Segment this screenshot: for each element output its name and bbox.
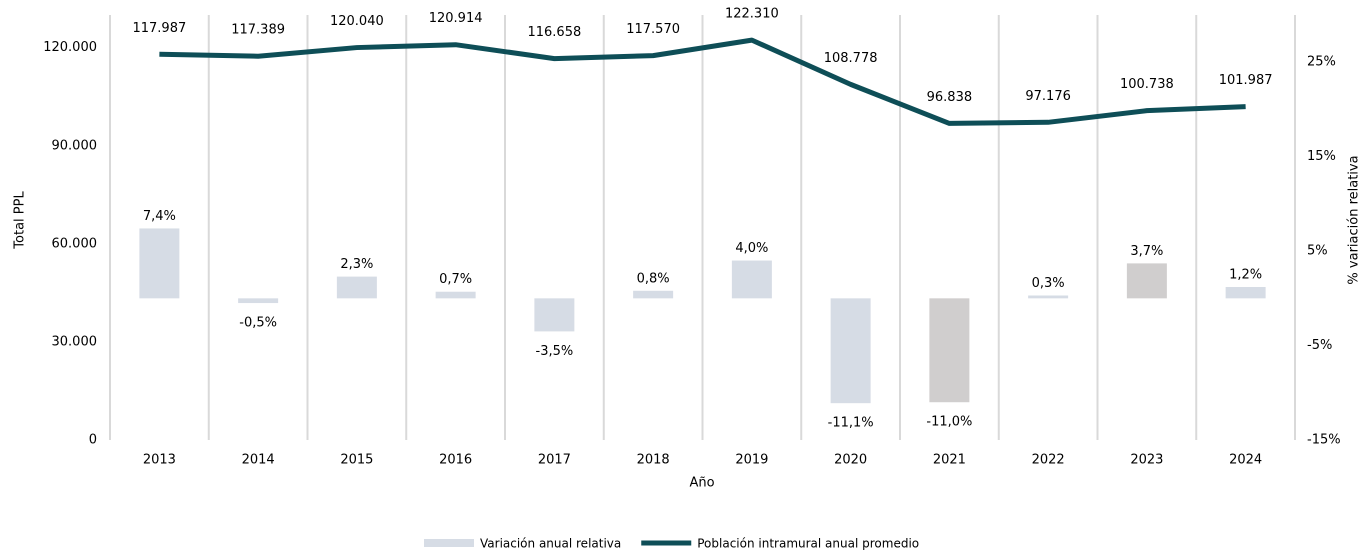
bar-value-label: -11,0% bbox=[926, 415, 972, 430]
bar bbox=[831, 298, 871, 403]
bar bbox=[337, 277, 377, 299]
bar bbox=[929, 298, 969, 402]
bar-value-label: -3,5% bbox=[536, 344, 574, 359]
x-tick-label: 2024 bbox=[1229, 453, 1262, 468]
y2-tick-label: 5% bbox=[1307, 244, 1328, 259]
bar bbox=[139, 228, 179, 298]
y2-axis-label: % variación relativa bbox=[1347, 155, 1361, 284]
line-value-label: 120.914 bbox=[429, 11, 483, 26]
y-tick-label: 90.000 bbox=[52, 138, 98, 153]
y2-tick-label: 15% bbox=[1307, 149, 1336, 164]
x-tick-label: 2016 bbox=[439, 453, 472, 468]
y2-tick-label: 25% bbox=[1307, 55, 1336, 70]
bar-value-label: 7,4% bbox=[143, 209, 176, 224]
bar-value-label: 2,3% bbox=[340, 257, 373, 272]
line-value-label: 117.570 bbox=[626, 22, 680, 37]
y2-tick-label: -5% bbox=[1307, 338, 1332, 353]
x-tick-label: 2021 bbox=[933, 453, 966, 468]
legend-label: Población intramural anual promedio bbox=[697, 537, 919, 551]
x-tick-label: 2014 bbox=[242, 453, 275, 468]
y-tick-label: 0 bbox=[89, 433, 97, 448]
line-value-label: 120.040 bbox=[330, 14, 384, 29]
bar-value-label: 4,0% bbox=[735, 241, 768, 256]
line-value-label: 116.658 bbox=[527, 25, 581, 40]
y-tick-label: 120.000 bbox=[43, 40, 97, 55]
line-value-label: 96.838 bbox=[927, 90, 973, 105]
bar bbox=[1127, 263, 1167, 298]
bar bbox=[1226, 287, 1266, 298]
line-value-label: 101.987 bbox=[1219, 73, 1273, 88]
x-tick-label: 2018 bbox=[637, 453, 670, 468]
bar-value-label: 0,7% bbox=[439, 272, 472, 287]
bar bbox=[436, 292, 476, 299]
bar-value-label: 1,2% bbox=[1229, 268, 1262, 283]
line-value-label: 122.310 bbox=[725, 7, 779, 22]
legend-swatch bbox=[424, 539, 474, 547]
bar-value-label: 3,7% bbox=[1130, 244, 1163, 259]
x-tick-label: 2015 bbox=[340, 453, 373, 468]
bar-value-label: -11,1% bbox=[828, 416, 874, 431]
y2-tick-label: -15% bbox=[1307, 433, 1341, 448]
bar bbox=[633, 291, 673, 299]
line-value-label: 117.987 bbox=[132, 21, 186, 36]
bar bbox=[1028, 296, 1068, 299]
line-value-label: 117.389 bbox=[231, 23, 285, 38]
y-tick-label: 30.000 bbox=[52, 334, 98, 349]
bar bbox=[238, 298, 278, 303]
y-tick-label: 60.000 bbox=[52, 236, 98, 251]
line-value-label: 97.176 bbox=[1025, 89, 1071, 104]
x-tick-label: 2013 bbox=[143, 453, 176, 468]
bar-value-label: 0,3% bbox=[1032, 276, 1065, 291]
x-tick-label: 2023 bbox=[1130, 453, 1163, 468]
bar-value-label: -0,5% bbox=[239, 316, 277, 331]
x-tick-label: 2019 bbox=[735, 453, 768, 468]
bar-value-label: 0,8% bbox=[637, 271, 670, 286]
line-value-label: 108.778 bbox=[824, 51, 878, 66]
x-axis-label: Año bbox=[689, 476, 714, 491]
x-tick-label: 2020 bbox=[834, 453, 867, 468]
x-tick-label: 2017 bbox=[538, 453, 571, 468]
bar bbox=[534, 298, 574, 331]
legend-label: Variación anual relativa bbox=[480, 537, 621, 551]
line-value-label: 100.738 bbox=[1120, 77, 1174, 92]
y-axis-label: Total PPL bbox=[13, 191, 28, 250]
bar bbox=[732, 261, 772, 299]
x-tick-label: 2022 bbox=[1032, 453, 1065, 468]
